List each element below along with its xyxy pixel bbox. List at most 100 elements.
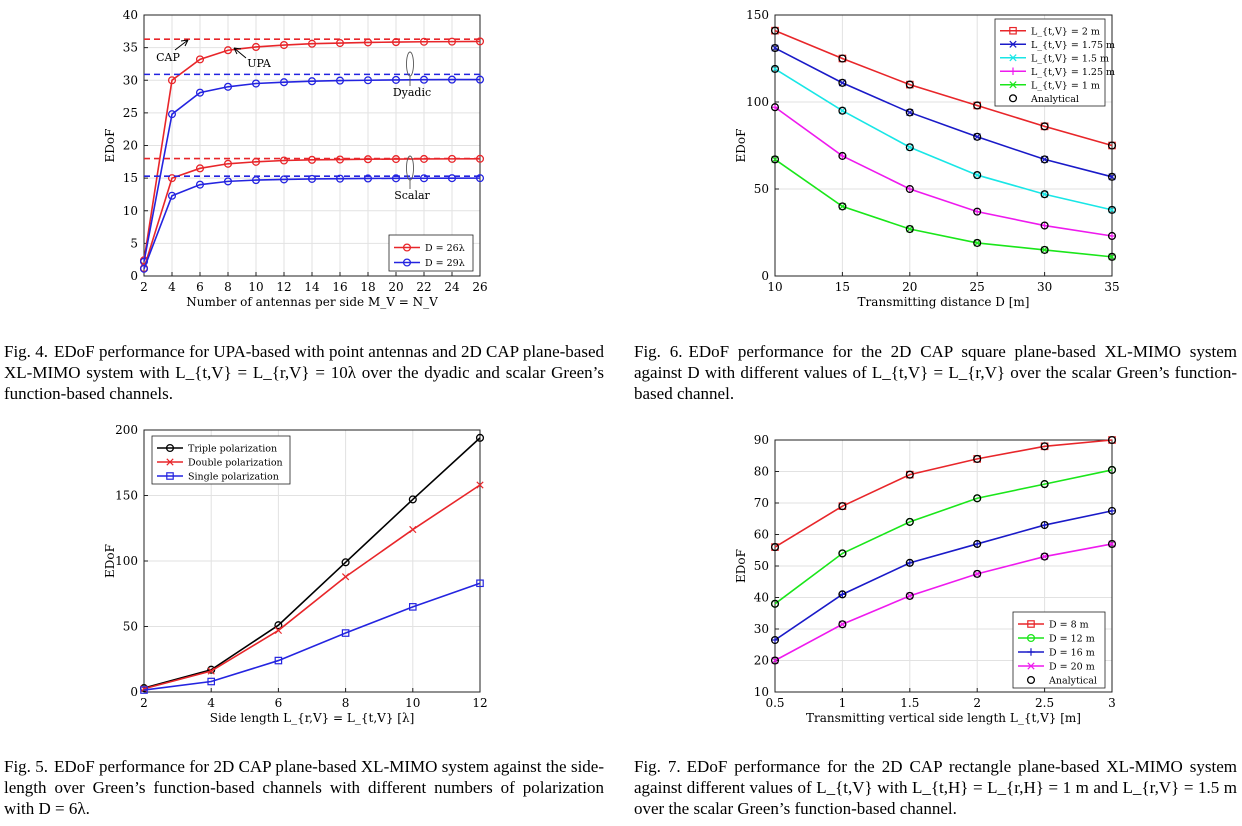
x-tick-label: 2 (140, 280, 148, 294)
y-tick-label: 15 (123, 171, 138, 185)
legend-label: Analytical (1030, 94, 1079, 105)
x-axis-label: Transmitting distance D [m] (858, 295, 1030, 309)
x-tick-label: 20 (388, 280, 403, 294)
legend-label: Single polarization (188, 472, 279, 483)
x-tick-label: 10 (248, 280, 263, 294)
caption-fig4: Fig. 4. EDoF performance for UPA-based wi… (4, 341, 604, 404)
y-tick-label: 0 (130, 269, 138, 283)
y-tick-label: 50 (754, 559, 769, 573)
x-tick-label: 25 (970, 280, 985, 294)
x-tick-label: 26 (472, 280, 487, 294)
x-tick-label: 1.5 (900, 696, 919, 710)
x-tick-label: 1 (839, 696, 847, 710)
y-tick-label: 90 (754, 433, 769, 447)
y-tick-label: 5 (130, 236, 138, 250)
x-tick-label: 22 (416, 280, 431, 294)
annotation-upa: UPA (247, 57, 272, 70)
x-tick-label: 20 (902, 280, 917, 294)
x-tick-label: 15 (835, 280, 850, 294)
x-tick-label: 8 (224, 280, 232, 294)
annotation-dyadic: Dyadic (393, 86, 431, 99)
y-tick-label: 40 (754, 591, 769, 605)
y-tick-label: 20 (754, 654, 769, 668)
y-tick-label: 30 (754, 622, 769, 636)
caption-label: Fig. 6. (634, 342, 682, 361)
caption-label: Fig. 5. (4, 757, 48, 776)
x-tick-label: 6 (196, 280, 204, 294)
y-tick-label: 0 (130, 685, 138, 699)
caption-label: Fig. 7. (634, 757, 681, 776)
y-tick-label: 0 (761, 269, 769, 283)
x-tick-label: 2 (973, 696, 981, 710)
caption-label: Fig. 4. (4, 342, 48, 361)
y-tick-label: 50 (754, 182, 769, 196)
x-tick-label: 12 (472, 696, 487, 710)
x-tick-label: 14 (304, 280, 320, 294)
y-tick-label: 50 (123, 620, 138, 634)
x-tick-label: 6 (275, 696, 283, 710)
caption-fig7: Fig. 7. EDoF performance for the 2D CAP r… (634, 756, 1237, 819)
legend: D = 26λ D = 29λ (389, 235, 473, 271)
legend-label: Double polarization (188, 458, 283, 469)
legend: D = 8 m D = 12 m D = 16 m D = 20 m Analytica… (1013, 612, 1105, 688)
y-tick-label: 200 (115, 423, 138, 437)
x-tick-label: 4 (207, 696, 215, 710)
y-tick-label: 35 (123, 41, 138, 55)
legend-label: L_{t,V} = 1.5 m (1031, 53, 1109, 64)
x-tick-label: 35 (1104, 280, 1119, 294)
caption-fig6: Fig. 6. EDoF performance for the 2D CAP s… (634, 341, 1237, 404)
x-tick-label: 2.5 (1035, 696, 1054, 710)
caption-text: EDoF performance for the 2D CAP square p… (634, 342, 1237, 403)
legend-label: D = 12 m (1049, 634, 1095, 645)
legend: L_{t,V} = 2 m L_{t,V} = 1.75 m L_{t,V} = 1… (995, 19, 1115, 106)
legend-label: Analytical (1048, 676, 1097, 687)
x-tick-label: 24 (444, 280, 460, 294)
x-tick-label: 8 (342, 696, 350, 710)
x-tick-label: 18 (360, 280, 375, 294)
annotation-cap: CAP (156, 51, 180, 64)
y-tick-label: 60 (754, 528, 769, 542)
x-axis-label: Number of antennas per side M_V = N_V (186, 295, 438, 309)
x-axis-label: Side length L_{r,V} = L_{t,V} [λ] (210, 711, 415, 725)
y-axis-label: EDoF (103, 544, 117, 578)
legend-label: D = 26λ (425, 243, 465, 254)
legend-label: D = 20 m (1049, 662, 1095, 673)
y-tick-label: 150 (746, 8, 769, 22)
chart-fig5: 2 4 6 8 10 12 0 50 100 150 200 Side length L_{r,V} … (103, 423, 488, 725)
x-axis-label: Transmitting vertical side length L_{t,V… (806, 711, 1081, 725)
x-tick-label: 4 (168, 280, 176, 294)
y-tick-label: 10 (123, 204, 138, 218)
chart-fig7: 0.5 1 1.5 2 2.5 3102030405060708090Transmitti… (734, 433, 1116, 725)
annotation-scalar: Scalar (394, 189, 430, 202)
caption-text: EDoF performance for UPA-based with poin… (4, 342, 604, 403)
y-tick-label: 100 (115, 554, 138, 568)
y-axis-label: EDoF (734, 129, 748, 163)
x-tick-label: 10 (767, 280, 782, 294)
y-tick-label: 150 (115, 489, 138, 503)
legend-label: L_{t,V} = 1.75 m (1031, 40, 1115, 51)
chart-fig4: 2 4 6 8 10 12 14 16 18 20 22 24 260510152025303540Nu… (103, 8, 488, 309)
y-axis-label: EDoF (103, 129, 117, 163)
y-tick-label: 30 (123, 73, 138, 87)
x-tick-label: 12 (276, 280, 291, 294)
y-tick-label: 10 (754, 685, 769, 699)
x-tick-label: 16 (332, 280, 347, 294)
y-axis-label: EDoF (734, 549, 748, 583)
legend-label: L_{t,V} = 2 m (1031, 26, 1100, 37)
x-tick-label: 3 (1108, 696, 1116, 710)
y-tick-label: 40 (123, 8, 138, 22)
y-tick-label: 80 (754, 465, 769, 479)
legend-label: L_{t,V} = 1 m (1031, 80, 1100, 91)
y-tick-label: 25 (123, 106, 138, 120)
y-tick-label: 100 (746, 95, 769, 109)
legend-label: D = 29λ (425, 258, 465, 269)
legend-label: D = 8 m (1049, 620, 1089, 631)
legend-label: D = 16 m (1049, 648, 1095, 659)
x-tick-label: 30 (1037, 280, 1052, 294)
y-tick-label: 20 (123, 139, 138, 153)
legend-label: L_{t,V} = 1.25 m (1031, 67, 1115, 78)
x-tick-label: 10 (405, 696, 420, 710)
y-tick-label: 70 (754, 496, 769, 510)
caption-text: EDoF performance for the 2D CAP rectangl… (634, 757, 1237, 818)
